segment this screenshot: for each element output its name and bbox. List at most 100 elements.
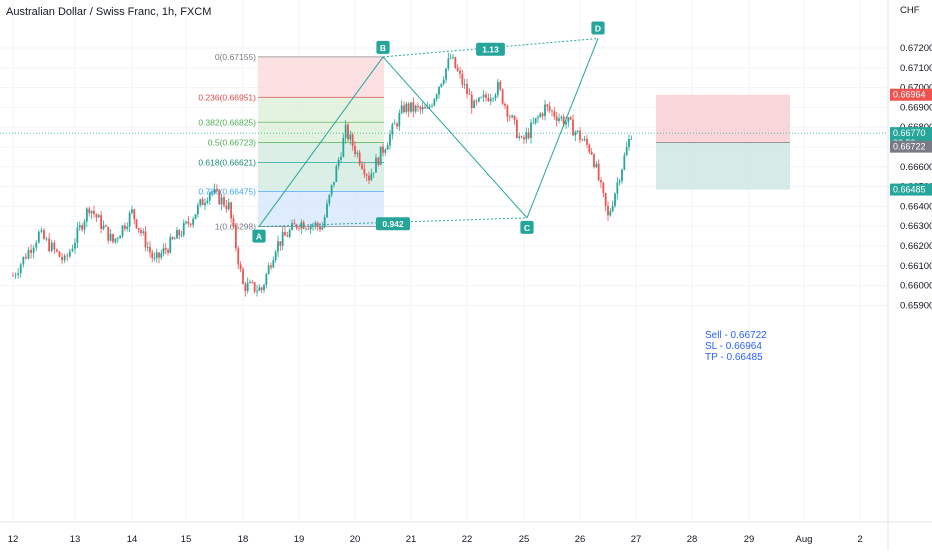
candle-body xyxy=(74,242,76,249)
candle-body xyxy=(171,237,174,240)
candle-body xyxy=(572,119,574,136)
x-tick-label: 29 xyxy=(744,534,755,545)
candle-body xyxy=(85,208,88,222)
candle-body xyxy=(19,264,22,274)
take-profit-zone xyxy=(656,142,790,190)
candle-body xyxy=(560,116,563,119)
x-tick-label: 21 xyxy=(406,534,417,545)
candle-body xyxy=(487,97,490,102)
candle-body xyxy=(506,105,509,117)
candle-body xyxy=(189,223,192,225)
candle-body xyxy=(330,184,333,195)
candle-body xyxy=(504,103,506,106)
candle-body xyxy=(88,208,91,214)
candle-body xyxy=(435,94,438,99)
candle-body xyxy=(253,282,256,292)
candle-body xyxy=(37,231,40,243)
candle-body xyxy=(300,222,303,229)
candle-body xyxy=(225,205,228,210)
candle-body xyxy=(121,225,124,236)
candle-body xyxy=(14,275,17,276)
candle-body xyxy=(389,134,391,146)
candle-body xyxy=(274,251,277,261)
candle-body xyxy=(167,249,169,253)
x-tick-label: 15 xyxy=(181,534,192,545)
candle-body xyxy=(291,223,293,230)
candle-body xyxy=(609,211,612,216)
candle-body xyxy=(263,284,265,291)
candle-body xyxy=(407,103,410,112)
candle-body xyxy=(204,202,206,206)
candle-body xyxy=(534,118,537,123)
candle-body xyxy=(146,247,149,248)
candle-body xyxy=(100,215,103,230)
candle-body xyxy=(102,225,105,230)
candle-body xyxy=(81,225,84,230)
ratio-label-bd-bg xyxy=(476,42,505,56)
price-badge-text: 0.66964 xyxy=(893,90,926,100)
pattern-ratio-ac xyxy=(258,217,528,228)
candle-body xyxy=(95,214,98,218)
candle-body xyxy=(349,134,352,140)
candle-body xyxy=(66,255,69,257)
candle-body xyxy=(456,68,459,71)
x-tick-label: 2 xyxy=(857,534,862,545)
fib-band xyxy=(258,122,384,143)
price-badge-text: 0.66722 xyxy=(893,142,926,152)
candle-body xyxy=(477,97,480,102)
candle-body xyxy=(35,242,38,248)
candle-body xyxy=(158,252,160,258)
candle-body xyxy=(90,210,93,214)
x-tick-label: 12 xyxy=(8,534,19,545)
candle-body xyxy=(386,145,389,150)
candle-body xyxy=(211,192,214,194)
candle-body xyxy=(153,257,156,259)
candle-body xyxy=(525,132,528,140)
candle-body xyxy=(196,205,199,215)
candle-body xyxy=(428,106,431,108)
candle-body xyxy=(316,222,319,227)
candle-body xyxy=(194,214,197,219)
candle-body xyxy=(237,248,240,265)
candle-body xyxy=(555,116,558,121)
candle-body xyxy=(595,163,598,168)
candle-body xyxy=(83,221,86,230)
candle-body xyxy=(410,102,412,112)
candle-body xyxy=(553,111,556,117)
candle-body xyxy=(581,140,584,141)
candle-body xyxy=(328,194,331,204)
candle-body xyxy=(518,136,521,138)
candle-body xyxy=(140,229,142,233)
candle-body xyxy=(452,57,454,58)
fib-band xyxy=(258,162,384,192)
candle-body xyxy=(279,241,282,246)
candle-body xyxy=(541,113,544,116)
candle-body xyxy=(588,144,591,152)
x-tick-label: 22 xyxy=(462,534,473,545)
candle-body xyxy=(230,202,233,219)
candle-body xyxy=(421,107,424,110)
candle-body xyxy=(501,89,504,104)
candle-body xyxy=(277,241,279,252)
candle-body xyxy=(616,182,619,194)
candle-body xyxy=(107,226,110,241)
pattern-leg-cd xyxy=(526,38,599,219)
candle-body xyxy=(384,149,387,153)
price-badge-entry xyxy=(890,140,932,153)
y-tick-label: 0.66300 xyxy=(900,221,932,232)
candle-body xyxy=(220,197,223,205)
candle-body xyxy=(419,106,422,110)
point-label-a: A xyxy=(256,232,262,242)
candle-body xyxy=(466,84,468,94)
candle-body xyxy=(109,233,112,241)
candle-body xyxy=(173,238,176,240)
candle-body xyxy=(326,203,328,218)
candle-body xyxy=(431,105,433,107)
candle-body xyxy=(393,123,396,125)
candle-body xyxy=(600,179,602,183)
candle-body xyxy=(272,260,275,268)
candle-body xyxy=(426,107,429,109)
